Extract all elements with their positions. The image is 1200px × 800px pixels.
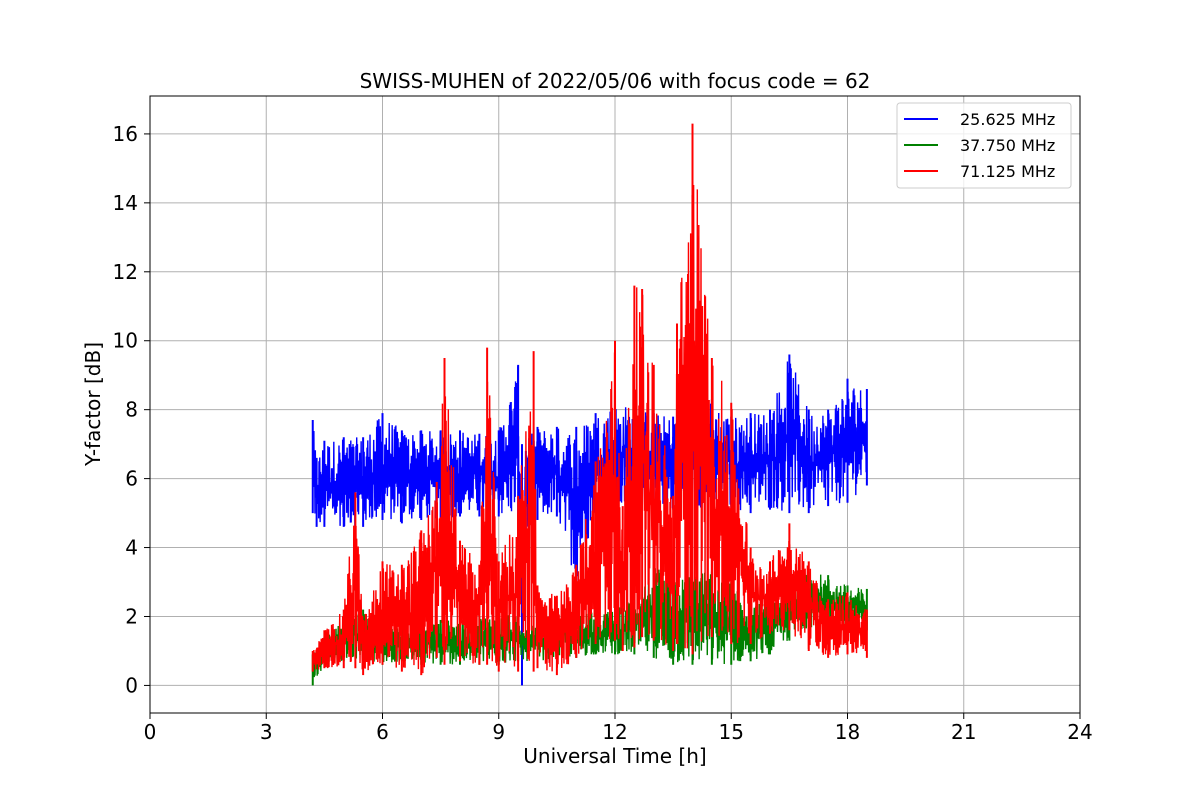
y-axis-label: Y-factor [dB] — [81, 342, 105, 467]
x-axis: 0 3 6 9 12 15 18 21 24 — [144, 713, 1093, 744]
series-line — [312, 361, 868, 643]
x-tick-label: 18 — [835, 720, 860, 744]
x-tick-label: 21 — [951, 720, 976, 744]
y-tick-label: 16 — [113, 122, 138, 146]
legend-box — [896, 102, 1072, 189]
legend: 25.625 MHz 37.750 MHz 71.125 MHz — [896, 102, 1072, 189]
x-tick-label: 3 — [260, 720, 273, 744]
y-tick-label: 8 — [125, 398, 138, 422]
y-axis: 0 2 4 6 8 10 12 14 16 — [113, 122, 150, 697]
y-tick-label: 10 — [113, 329, 138, 353]
y-tick-label: 2 — [125, 604, 138, 628]
x-tick-label: 24 — [1067, 720, 1092, 744]
y-tick-label: 12 — [113, 260, 138, 284]
y-tick-label: 0 — [125, 673, 138, 697]
series-71-125 — [311, 123, 868, 676]
series-line — [312, 185, 868, 674]
x-axis-label: Universal Time [h] — [523, 744, 706, 768]
series-group — [311, 123, 868, 686]
x-tick-label: 6 — [376, 720, 389, 744]
y-tick-label: 6 — [125, 467, 138, 491]
y-tick-label: 4 — [125, 536, 138, 560]
legend-label-25-625: 25.625 MHz — [960, 110, 1055, 129]
x-tick-label: 0 — [144, 720, 157, 744]
x-tick-label: 12 — [602, 720, 627, 744]
legend-label-37-750: 37.750 MHz — [960, 136, 1055, 155]
x-tick-label: 9 — [492, 720, 505, 744]
y-tick-label: 14 — [113, 191, 138, 215]
x-tick-label: 15 — [719, 720, 744, 744]
chart-title: SWISS-MUHEN of 2022/05/06 with focus cod… — [360, 69, 871, 93]
legend-label-71-125: 71.125 MHz — [960, 162, 1055, 181]
